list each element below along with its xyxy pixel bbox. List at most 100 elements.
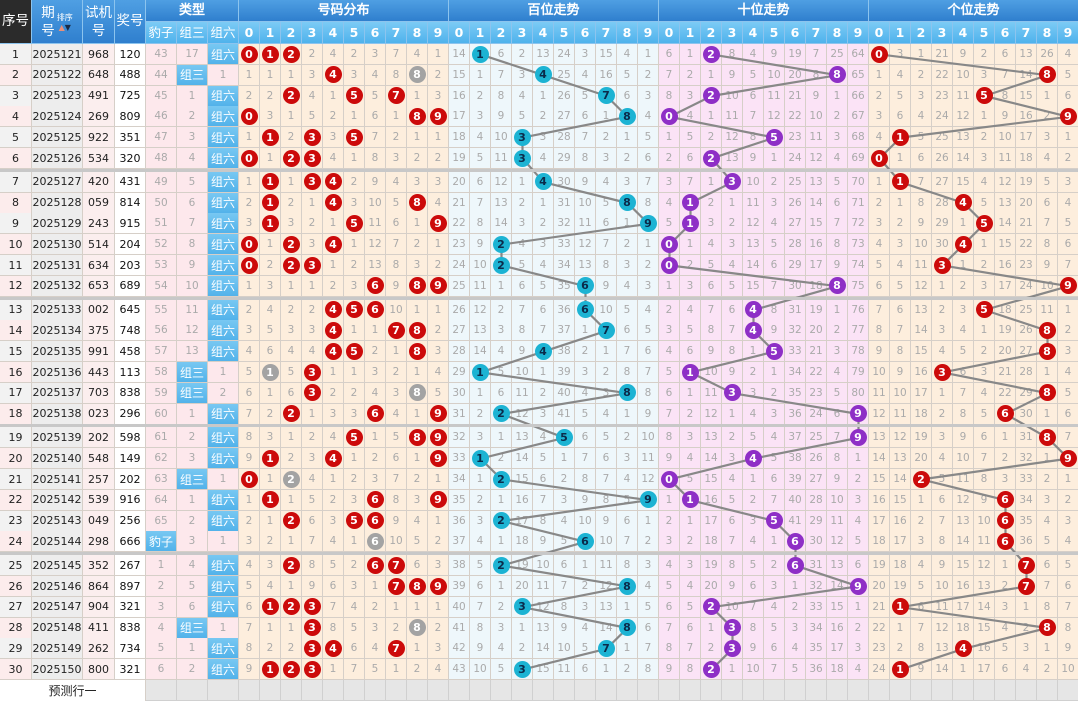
prediction-cell[interactable] [428,680,449,701]
prediction-cell[interactable] [701,680,722,701]
prediction-cell[interactable] [1016,680,1037,701]
tens-cell: 9 [743,148,764,169]
prediction-cell[interactable] [575,680,596,701]
prediction-cell[interactable] [806,680,827,701]
sort-button[interactable]: 排序 ▲▼ [57,11,73,32]
prediction-cell[interactable] [680,680,701,701]
prediction-cell[interactable] [554,680,575,701]
type-group6-cell: 组六 [208,576,239,597]
tens-cell: 14 [806,192,827,214]
units-cell: 6 [1058,576,1078,597]
distribution-cell: 1 [344,448,365,470]
prediction-cell[interactable] [743,680,764,701]
sort-up-icon[interactable]: ▲ [58,23,65,32]
prediction-cell[interactable] [974,680,995,701]
type-group3-cell: 1 [177,85,208,107]
units-cell: 22 [932,64,953,86]
hundreds-cell: 14 [512,448,533,470]
sort-down-icon[interactable]: ▼ [64,23,71,32]
prediction-cell[interactable] [911,680,932,701]
hundreds-cell: 15 [533,659,554,681]
prediction-cell[interactable] [512,680,533,701]
units-cell: 7 [953,382,974,404]
prediction-cell[interactable] [302,680,323,701]
prediction-cell[interactable] [470,680,491,701]
tens-cell: 1 [680,382,701,404]
tens-cell: 5 [764,234,785,256]
tens-cell: 19 [785,44,806,65]
distribution-cell: 1 [344,531,365,553]
prediction-cell[interactable] [533,680,554,701]
prediction-cell[interactable] [344,680,365,701]
hundreds-hit-ball: 6 [576,301,594,319]
prediction-cell[interactable] [596,680,617,701]
units-cell: 7 [1058,427,1078,449]
row-issue: 2025132 [32,275,83,297]
prediction-cell[interactable] [177,680,208,701]
distribution-cell: 3 [302,659,323,681]
prediction-cell[interactable] [365,680,386,701]
prediction-cell[interactable] [869,680,890,701]
units-cell: 13 [995,192,1016,214]
tens-cell: 2 [701,148,722,169]
units-hit-ball: 9 [1059,107,1077,125]
distribution-cell: 3 [344,64,365,86]
hundreds-cell: 8 [596,255,617,276]
units-cell: 1 [890,596,911,618]
prediction-cell[interactable] [890,680,911,701]
type-leopard-cell: 58 [146,362,177,383]
prediction-cell[interactable] [827,680,848,701]
prediction-cell[interactable] [995,680,1016,701]
prediction-cell[interactable] [239,680,260,701]
prediction-cell[interactable] [146,680,177,701]
hundreds-cell: 6 [470,171,491,193]
prediction-cell[interactable] [323,680,344,701]
distribution-hit-ball: 8 [408,107,426,125]
units-cell: 13 [974,576,995,597]
distribution-cell: 3 [428,171,449,193]
header-issue[interactable]: 期 号 排序 ▲▼ [32,0,83,44]
prediction-cell[interactable] [617,680,638,701]
units-hit-ball: 0 [870,45,888,63]
tens-cell: 2 [743,362,764,383]
tens-cell: 6 [827,192,848,214]
prediction-cell[interactable] [722,680,743,701]
units-cell: 25 [1016,299,1037,321]
row-issue: 2025125 [32,127,83,149]
prediction-cell[interactable] [281,680,302,701]
distribution-hit-ball: 9 [429,405,447,423]
row-test-number: 539 [83,489,115,511]
prediction-cell[interactable] [953,680,974,701]
hundreds-hit-ball: 4 [534,173,552,191]
type-group6-cell: 组六 [208,213,239,235]
prediction-cell[interactable] [659,680,680,701]
prediction-cell[interactable] [638,680,659,701]
hundreds-cell: 7 [596,234,617,256]
prediction-cell[interactable] [785,680,806,701]
hundreds-cell: 10 [470,659,491,681]
distribution-cell: 2 [365,448,386,470]
prediction-cell[interactable] [491,680,512,701]
units-cell: 22 [995,382,1016,404]
units-cell: 8 [911,192,932,214]
prediction-cell[interactable] [848,680,869,701]
prediction-cell[interactable] [932,680,953,701]
prediction-cell[interactable] [407,680,428,701]
units-digit-header: 0 [869,22,890,44]
row-winning-number: 267 [115,555,146,577]
prediction-cell[interactable] [208,680,239,701]
prediction-cell[interactable] [764,680,785,701]
prediction-cell[interactable] [1037,680,1058,701]
units-cell: 3 [1037,489,1058,511]
type-group6-cell: 组六 [208,85,239,107]
hundreds-hit-ball: 2 [492,470,510,488]
distribution-hit-ball: 8 [408,321,426,339]
prediction-cell[interactable] [386,680,407,701]
prediction-cell[interactable] [260,680,281,701]
hundreds-cell: 2 [491,596,512,618]
prediction-cell[interactable] [1058,680,1078,701]
distribution-cell: 5 [344,85,365,107]
prediction-cell[interactable] [449,680,470,701]
units-cell: 16 [1016,106,1037,128]
hundreds-cell: 4 [617,275,638,297]
